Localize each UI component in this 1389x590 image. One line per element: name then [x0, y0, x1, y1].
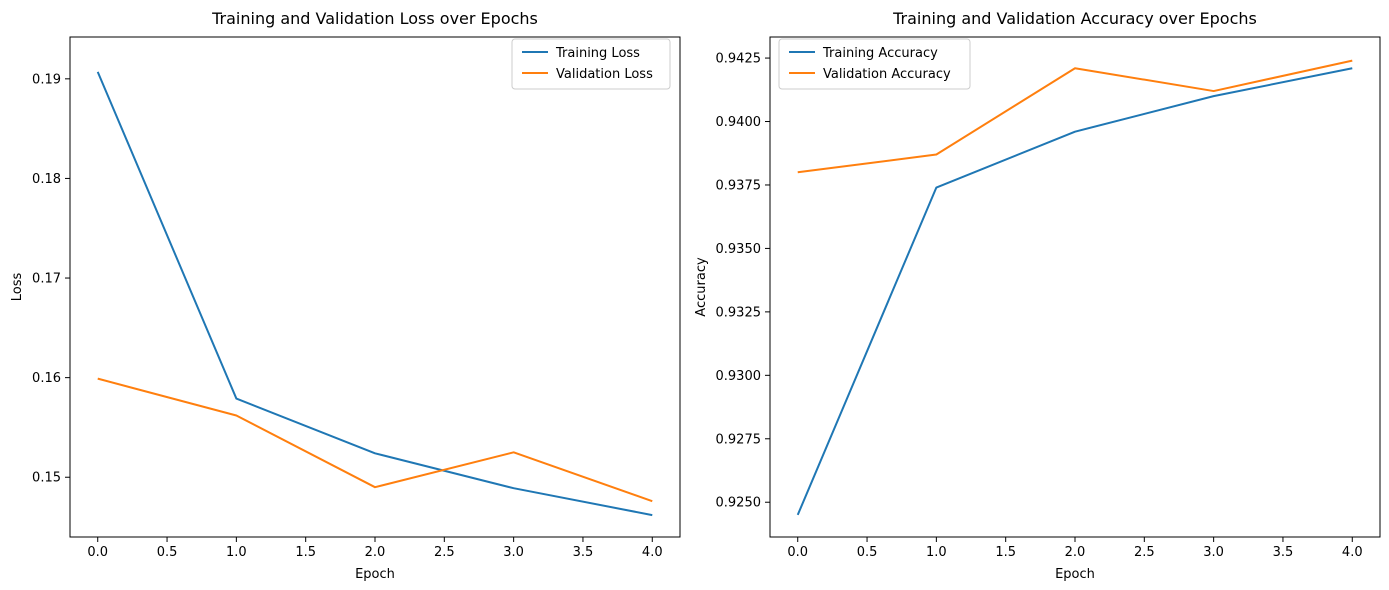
- x-tick-label: 3.5: [1273, 545, 1294, 560]
- plot-frame: [769, 36, 1381, 538]
- x-tick-label: 1.5: [995, 545, 1016, 560]
- x-tick-label: 0.0: [87, 545, 108, 560]
- x-tick-label: 0.5: [857, 545, 878, 560]
- legend-label: Training Loss: [555, 46, 640, 61]
- x-tick-label: 2.0: [365, 545, 386, 560]
- y-axis-label: Loss: [10, 273, 25, 302]
- chart-1: Training and Validation Accuracy over Ep…: [694, 9, 1381, 582]
- x-tick-label: 0.0: [787, 545, 808, 560]
- legend-box: [511, 38, 671, 90]
- x-tick-label: 1.5: [295, 545, 316, 560]
- y-tick-label: 0.9275: [716, 432, 762, 447]
- x-tick-label: 3.0: [1203, 545, 1224, 560]
- y-tick-label: 0.19: [32, 72, 61, 87]
- series-line-training-accuracy: [796, 67, 1353, 516]
- y-tick-label: 0.9250: [716, 496, 762, 511]
- series-line-validation-accuracy: [797, 59, 1353, 174]
- y-tick-label: 0.9375: [716, 178, 762, 193]
- chart-title: Training and Validation Loss over Epochs: [211, 9, 538, 28]
- y-tick-label: 0.18: [32, 172, 61, 187]
- y-tick-label: 0.9350: [716, 242, 762, 257]
- legend: Training Loss Validation Loss: [511, 38, 671, 90]
- legend-label: Validation Accuracy: [823, 67, 951, 82]
- y-tick-label: 0.9425: [716, 52, 762, 67]
- x-tick-label: 4.0: [642, 545, 663, 560]
- x-tick-label: 1.0: [926, 545, 947, 560]
- series-line-training-loss: [96, 71, 653, 517]
- legend-box: [778, 38, 971, 90]
- x-tick-label: 3.0: [503, 545, 524, 560]
- x-tick-label: 3.5: [573, 545, 594, 560]
- y-tick-label: 0.9325: [716, 305, 762, 320]
- y-tick-label: 0.9300: [716, 369, 762, 384]
- y-tick-label: 0.9400: [716, 115, 762, 130]
- plot-frame: [69, 36, 681, 538]
- y-tick-label: 0.15: [32, 471, 61, 486]
- x-tick-label: 2.5: [434, 545, 455, 560]
- chart-title: Training and Validation Accuracy over Ep…: [892, 9, 1257, 28]
- legend-label: Training Accuracy: [822, 46, 938, 61]
- chart-0: Training and Validation Loss over Epochs…: [10, 9, 681, 582]
- y-tick-label: 0.16: [32, 371, 61, 386]
- x-tick-label: 0.5: [157, 545, 178, 560]
- legend-label: Validation Loss: [556, 67, 653, 82]
- y-tick-label: 0.17: [32, 272, 61, 287]
- x-tick-label: 1.0: [226, 545, 247, 560]
- x-tick-label: 4.0: [1342, 545, 1363, 560]
- x-axis-label: Epoch: [1055, 567, 1095, 582]
- x-tick-label: 2.0: [1065, 545, 1086, 560]
- series-line-validation-loss: [97, 377, 653, 503]
- x-axis-label: Epoch: [355, 567, 395, 582]
- legend: Training Accuracy Validation Accuracy: [778, 38, 971, 90]
- y-axis-label: Accuracy: [694, 257, 709, 317]
- x-tick-label: 2.5: [1134, 545, 1155, 560]
